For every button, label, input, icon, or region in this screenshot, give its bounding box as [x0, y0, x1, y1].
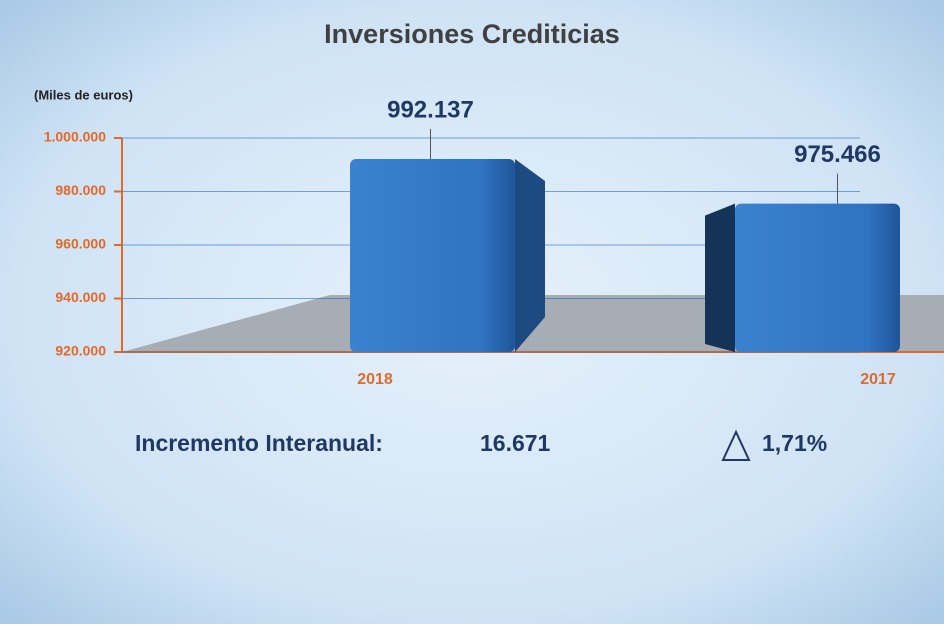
x-tick-label: 2018: [357, 371, 393, 388]
bar: [735, 203, 900, 352]
chart-title: Inversiones Crediticias: [324, 19, 620, 49]
annotation-difference: 16.671: [480, 430, 551, 456]
bar-side: [515, 159, 545, 352]
value-label: 992.137: [387, 96, 474, 123]
bar: [350, 159, 515, 352]
y-tick-label: 980.000: [55, 182, 106, 198]
y-tick-label: 960.000: [55, 236, 106, 252]
annotation-label: Incremento Interanual:: [135, 430, 383, 456]
y-tick-label: 1.000.000: [44, 129, 106, 145]
y-axis-label: (Miles de euros): [34, 87, 133, 102]
annotation-percent: 1,71%: [762, 430, 827, 456]
value-label: 975.466: [794, 141, 881, 168]
delta-icon: [721, 429, 751, 461]
x-tick-label: 2017: [860, 371, 896, 388]
bar-side: [705, 203, 735, 352]
y-tick-label: 920.000: [55, 343, 106, 359]
y-tick-label: 940.000: [55, 289, 106, 305]
